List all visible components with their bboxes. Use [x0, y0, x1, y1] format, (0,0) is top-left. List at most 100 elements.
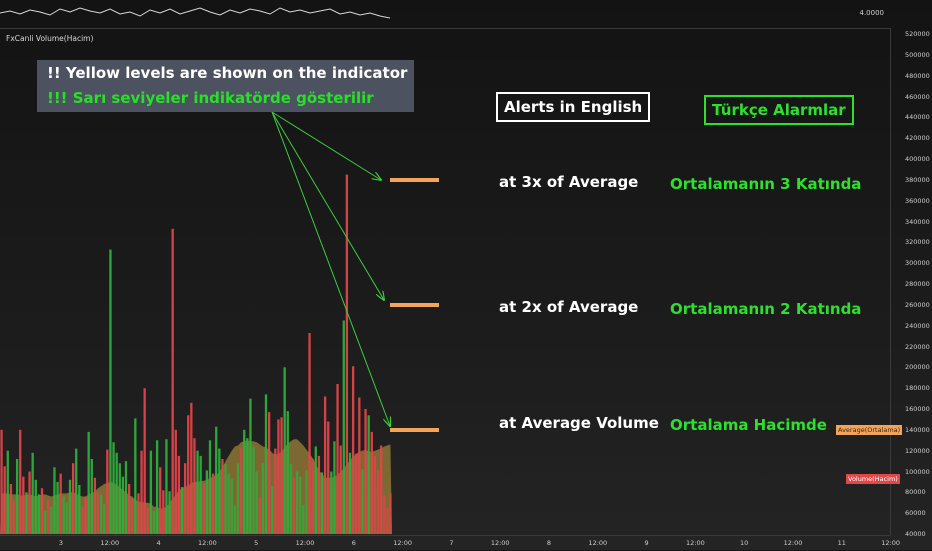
- volume-bar: [96, 492, 100, 534]
- x-tick-label: 6: [351, 539, 356, 547]
- volume-bar: [187, 415, 190, 535]
- volume-bar: [177, 455, 181, 534]
- x-tick-label: 12:00: [295, 539, 315, 547]
- average-badge: Average(Ortalama): [836, 425, 903, 435]
- volume-bar: [171, 228, 174, 535]
- y-tick-label: 360000: [905, 196, 930, 205]
- volume-bar: [9, 484, 13, 534]
- y-tick-label: 220000: [905, 342, 930, 351]
- volume-bar: [327, 421, 330, 534]
- volume-bar: [118, 463, 121, 534]
- volume-bar: [386, 508, 389, 534]
- volume-bar: [87, 431, 90, 534]
- volume-bar: [78, 485, 81, 534]
- y-axis[interactable]: 520000 500000 480000 460000 440000 420000 4000…: [890, 28, 932, 538]
- volume-bar: [364, 409, 367, 534]
- volume-bar: [12, 500, 16, 534]
- volume-bar: [292, 477, 296, 535]
- volume-bar: [283, 367, 286, 534]
- volume-bar: [159, 467, 162, 534]
- note-turkish: !!! Sarı seviyeler indikatörde gösterili…: [47, 89, 374, 107]
- volume-bar: [15, 459, 19, 534]
- y-tick-label: 460000: [905, 92, 930, 101]
- volume-bar: [140, 450, 143, 534]
- y-tick-label: 60000: [905, 509, 926, 518]
- volume-bar: [174, 429, 177, 534]
- volume-bar: [274, 448, 277, 534]
- volume-bar: [65, 502, 69, 535]
- volume-bar: [112, 442, 115, 534]
- volume-bar: [261, 463, 265, 534]
- volume-bar: [149, 450, 153, 534]
- volume-bar: [264, 394, 268, 534]
- volume-bar: [183, 463, 187, 534]
- volume-bar: [81, 506, 84, 534]
- y-tick-label: 240000: [905, 321, 930, 330]
- level-average-line: [390, 428, 439, 432]
- price-line: [0, 7, 391, 19]
- average-area: [0, 439, 392, 534]
- volume-bar: [221, 459, 224, 534]
- volume-bar: [317, 455, 321, 534]
- volume-bar: [53, 467, 56, 534]
- volume-bar: [252, 446, 255, 534]
- volume-bar: [50, 506, 53, 534]
- volume-bar: [134, 418, 137, 534]
- volume-bar: [71, 463, 75, 534]
- volume-bar: [236, 463, 240, 534]
- volume-bar: [193, 438, 196, 534]
- volume-bar: [190, 402, 193, 535]
- y-tick-label: 380000: [905, 175, 930, 184]
- volume-bar: [124, 461, 128, 534]
- volume-bar: [115, 452, 118, 535]
- volume-bar: [31, 452, 34, 535]
- volume-bar: [361, 469, 364, 534]
- label-3x-turkish: Ortalamanın 3 Katında: [670, 175, 862, 193]
- volume-bar: [99, 494, 103, 534]
- y-tick-label: 340000: [905, 217, 930, 226]
- y-tick-label: 440000: [905, 113, 930, 122]
- x-tick-label: 8: [546, 539, 552, 547]
- turkish-alerts-header: Türkçe Alarmlar: [704, 95, 854, 125]
- x-axis[interactable]: 3 12:00 4 12:00 5 12:00 6 12:00 7 12:00 8 12:00 9 12:…: [0, 535, 900, 551]
- volume-bar: [90, 459, 93, 534]
- volume-bar: [314, 446, 317, 534]
- volume-bar: [345, 174, 349, 534]
- volume-bar: [28, 471, 31, 534]
- price-pane[interactable]: 4.0000: [0, 0, 890, 29]
- y-tick-label: 260000: [905, 300, 930, 309]
- volume-bar: [373, 455, 377, 534]
- y-tick-label: 300000: [905, 259, 930, 268]
- volume-bar: [152, 511, 156, 534]
- x-tick-label: 4: [156, 539, 161, 547]
- level-3x-line: [390, 178, 439, 182]
- volume-bar: [218, 448, 221, 534]
- volume-bar: [3, 466, 6, 534]
- volume-bar: [243, 429, 246, 534]
- x-tick-label: 10: [740, 539, 749, 547]
- y-tick-label: 140000: [905, 425, 930, 434]
- volume-bar: [196, 450, 199, 534]
- volume-bar: [25, 492, 28, 534]
- y-tick-label: 100000: [905, 467, 930, 476]
- y-tick-label: 320000: [905, 238, 930, 247]
- indicator-title[interactable]: FxCanli Volume(Hacim): [6, 34, 94, 43]
- x-tick-label: 12:00: [588, 539, 608, 547]
- x-tick-label: 12:00: [881, 539, 900, 547]
- volume-bar: [68, 479, 72, 534]
- y-tick-label: 480000: [905, 71, 930, 80]
- x-tick-label: 12:00: [686, 539, 705, 547]
- volume-bar: [246, 438, 249, 534]
- volume-bar: [302, 504, 305, 534]
- volume-bar: [202, 483, 205, 534]
- volume-bar: [208, 440, 212, 535]
- volume-bar: [62, 496, 65, 534]
- volume-bar: [162, 490, 165, 535]
- volume-bar: [233, 505, 237, 534]
- volume-bar: [47, 499, 50, 534]
- volume-bar: [22, 476, 25, 534]
- volume-bar: [34, 479, 37, 534]
- volume-bar: [320, 472, 324, 534]
- volume-bar: [358, 397, 361, 534]
